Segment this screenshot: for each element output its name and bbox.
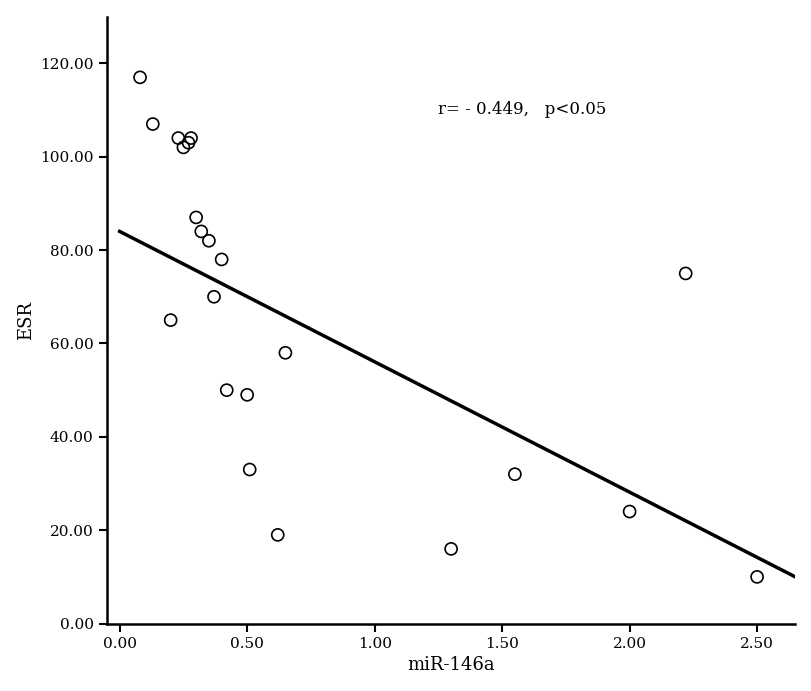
Point [182, 138, 195, 149]
X-axis label: miR-146a: miR-146a [407, 656, 495, 674]
Point [243, 464, 256, 475]
Point [133, 72, 146, 83]
Point [220, 385, 233, 396]
Point [172, 133, 185, 144]
Point [278, 348, 291, 359]
Point [202, 235, 215, 246]
Point [208, 291, 221, 302]
Point [215, 254, 228, 265]
Point [271, 529, 284, 540]
Point [146, 119, 159, 130]
Point [177, 142, 190, 153]
Point [190, 212, 203, 223]
Point [508, 468, 521, 480]
Point [749, 571, 762, 583]
Point [678, 268, 691, 279]
Point [195, 226, 208, 237]
Point [164, 314, 177, 325]
Point [622, 506, 635, 517]
Point [184, 133, 197, 144]
Text: r= - 0.449,   p<0.05: r= - 0.449, p<0.05 [438, 101, 606, 117]
Point [240, 389, 253, 400]
Y-axis label: ESR: ESR [17, 301, 35, 339]
Point [444, 543, 457, 554]
